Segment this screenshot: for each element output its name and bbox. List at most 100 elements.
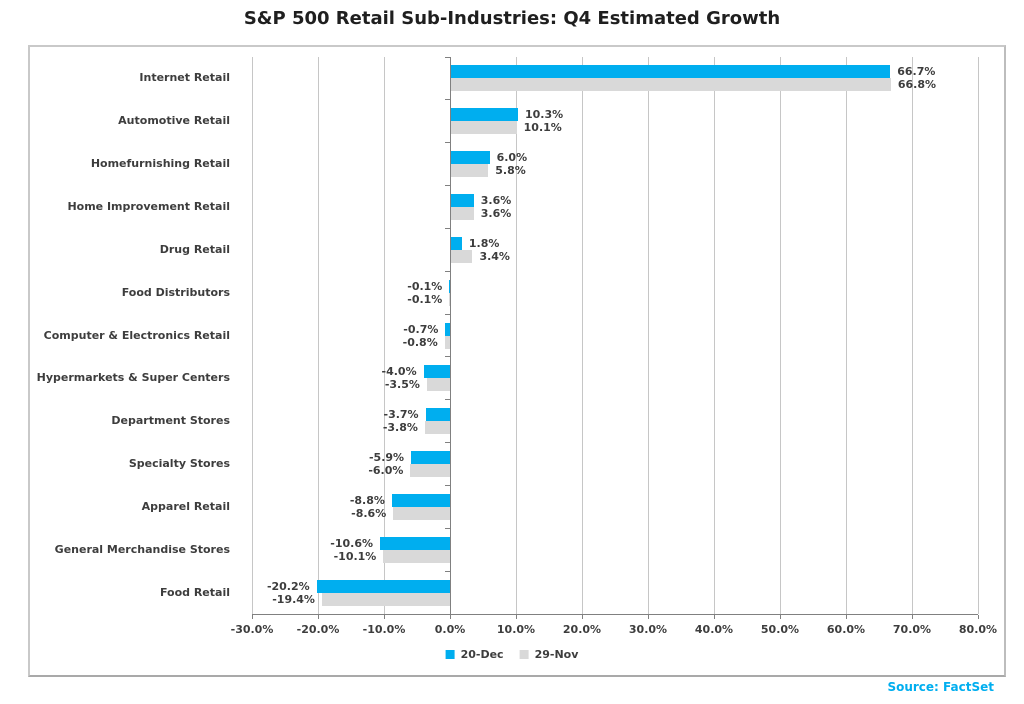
gridline bbox=[977, 57, 979, 614]
value-label: -3.7% bbox=[383, 408, 419, 422]
zero-axis-tick bbox=[445, 142, 450, 144]
value-label: -3.8% bbox=[382, 421, 418, 435]
gridline bbox=[317, 57, 319, 614]
x-axis-tick bbox=[383, 615, 385, 619]
bar-29-Nov bbox=[450, 206, 474, 220]
category-label: Drug Retail bbox=[159, 242, 230, 256]
legend-item-20-dec: 20-Dec bbox=[445, 648, 504, 661]
x-tick-label: 30.0% bbox=[628, 623, 668, 636]
bar-20-Dec bbox=[316, 579, 450, 593]
category-label: Specialty Stores bbox=[128, 457, 230, 471]
legend-label-29-nov: 29-Nov bbox=[534, 648, 579, 661]
bar-29-Nov bbox=[424, 421, 450, 435]
zero-axis-tick bbox=[445, 185, 450, 187]
gridline bbox=[845, 57, 847, 614]
zero-axis-tick bbox=[445, 527, 450, 529]
legend-item-29-nov: 29-Nov bbox=[519, 648, 579, 661]
value-label: -10.6% bbox=[330, 536, 374, 550]
x-tick-label: -20.0% bbox=[296, 623, 340, 636]
legend-swatch-29-nov-icon bbox=[519, 650, 529, 659]
bar-20-Dec bbox=[425, 408, 450, 422]
legend: 20-Dec 29-Nov bbox=[445, 648, 579, 661]
gridline bbox=[251, 57, 253, 614]
zero-axis-tick bbox=[445, 570, 450, 572]
bar-29-Nov bbox=[410, 464, 450, 478]
x-tick-label: -10.0% bbox=[362, 623, 406, 636]
zero-axis-tick bbox=[445, 56, 450, 58]
bar-20-Dec bbox=[423, 365, 450, 379]
value-label: 3.6% bbox=[480, 206, 512, 220]
x-axis-tick bbox=[977, 615, 979, 619]
bar-29-Nov bbox=[383, 549, 450, 563]
x-axis-tick bbox=[515, 615, 517, 619]
value-label: 3.4% bbox=[479, 249, 510, 263]
gridline bbox=[647, 57, 649, 614]
x-tick-label: 20.0% bbox=[562, 623, 602, 636]
value-label: -5.9% bbox=[368, 451, 405, 465]
bar-29-Nov bbox=[321, 592, 450, 606]
value-label: -4.0% bbox=[381, 365, 417, 379]
zero-axis-tick bbox=[445, 270, 450, 272]
x-axis-tick bbox=[845, 615, 847, 619]
legend-swatch-20-dec-icon bbox=[445, 650, 455, 659]
bar-20-Dec bbox=[450, 65, 891, 79]
category-label: Food Distributors bbox=[121, 285, 230, 299]
category-label: Internet Retail bbox=[139, 71, 230, 85]
value-label: -8.8% bbox=[349, 493, 385, 507]
chart-frame bbox=[28, 45, 1006, 677]
category-label: Department Stores bbox=[111, 414, 230, 428]
bar-20-Dec bbox=[450, 236, 462, 250]
value-label: -3.5% bbox=[384, 378, 420, 392]
category-label: Food Retail bbox=[159, 585, 230, 599]
value-label: 1.8% bbox=[468, 236, 500, 250]
gridline bbox=[383, 57, 385, 614]
x-tick-label: 0.0% bbox=[434, 623, 466, 636]
value-label: -0.8% bbox=[402, 335, 438, 349]
bar-29-Nov bbox=[450, 121, 517, 135]
category-label: Home Improvement Retail bbox=[67, 199, 230, 213]
gridline bbox=[515, 57, 517, 614]
value-label: -20.2% bbox=[266, 579, 310, 593]
value-label: 10.3% bbox=[524, 108, 564, 122]
value-label: -0.7% bbox=[403, 322, 439, 336]
zero-axis-tick bbox=[445, 484, 450, 486]
value-label: 3.6% bbox=[480, 193, 512, 207]
x-tick-label: 70.0% bbox=[892, 623, 932, 636]
x-axis-tick bbox=[449, 615, 451, 619]
bar-29-Nov bbox=[450, 78, 891, 92]
value-label: 66.8% bbox=[897, 78, 937, 92]
value-label: 66.7% bbox=[897, 65, 936, 79]
value-label: -10.1% bbox=[333, 549, 377, 563]
bar-20-Dec bbox=[380, 536, 450, 550]
bar-20-Dec bbox=[411, 451, 450, 465]
value-label: -6.0% bbox=[368, 464, 404, 478]
x-tick-label: -30.0% bbox=[230, 623, 274, 636]
bar-20-Dec bbox=[450, 108, 518, 122]
zero-axis-tick bbox=[445, 356, 450, 358]
category-label: General Merchandise Stores bbox=[54, 542, 230, 556]
x-axis-tick bbox=[581, 615, 583, 619]
bar-29-Nov bbox=[393, 506, 450, 520]
legend-label-20-dec: 20-Dec bbox=[460, 648, 504, 661]
chart-title: S&P 500 Retail Sub-Industries: Q4 Estima… bbox=[243, 8, 781, 29]
x-axis-tick bbox=[251, 615, 253, 619]
x-tick-label: 60.0% bbox=[826, 623, 866, 636]
category-label: Automotive Retail bbox=[118, 114, 230, 128]
gridline bbox=[581, 57, 583, 614]
value-label: -0.1% bbox=[407, 279, 443, 293]
x-tick-label: 50.0% bbox=[760, 623, 800, 636]
x-axis-line bbox=[252, 614, 978, 615]
x-tick-label: 10.0% bbox=[496, 623, 536, 636]
bar-20-Dec bbox=[450, 151, 490, 165]
zero-axis-tick bbox=[445, 99, 450, 101]
category-label: Computer & Electronics Retail bbox=[43, 328, 230, 342]
zero-axis-tick bbox=[445, 313, 450, 315]
value-label: -8.6% bbox=[351, 506, 387, 520]
category-label: Apparel Retail bbox=[141, 499, 230, 513]
gridline bbox=[911, 57, 913, 614]
value-label: 10.1% bbox=[523, 121, 562, 135]
bar-29-Nov bbox=[444, 335, 450, 349]
x-axis-tick bbox=[713, 615, 715, 619]
zero-axis-line bbox=[449, 57, 451, 614]
